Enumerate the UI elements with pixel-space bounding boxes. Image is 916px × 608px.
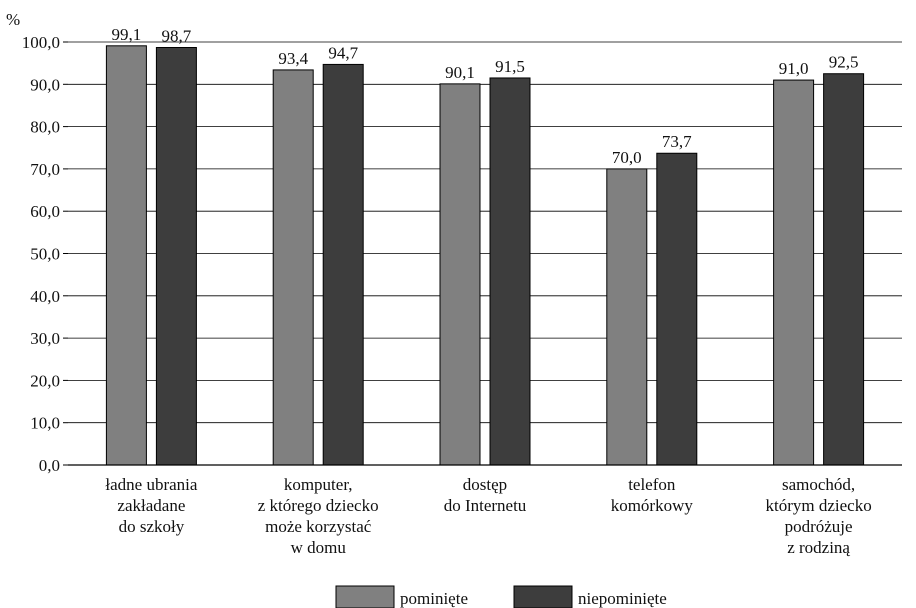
category-label-line: którym dziecko [765, 496, 871, 515]
y-tick-label: 90,0 [30, 75, 60, 94]
value-label: 92,5 [829, 53, 859, 72]
category-label-line: do szkoły [119, 517, 185, 536]
category-label-line: z rodziną [787, 538, 850, 557]
category-label-line: dostęp [463, 475, 507, 494]
y-tick-label: 40,0 [30, 287, 60, 306]
value-label: 98,7 [162, 26, 192, 45]
category-label-line: może korzystać [265, 517, 372, 536]
bar [322, 63, 364, 466]
category-label-line: do Internetu [444, 496, 527, 515]
bar [656, 152, 698, 466]
bar [439, 83, 481, 466]
value-label: 91,5 [495, 57, 525, 76]
value-label: 91,0 [779, 59, 809, 78]
gridlines [68, 41, 902, 424]
category-label-line: z którego dziecko [258, 496, 379, 515]
category-label-line: podróżuje [785, 517, 853, 536]
category-label: telefon komórkowy [611, 475, 694, 515]
y-tick-label: 30,0 [30, 329, 60, 348]
bar [105, 45, 147, 466]
value-labels: 99,1 98,7 93,4 94,7 90,1 91,5 70,0 73,7 91,0 92,5 [112, 25, 859, 167]
category-label-line: w domu [291, 538, 347, 557]
bars [105, 45, 865, 466]
value-label: 99,1 [112, 25, 142, 44]
y-axis-unit-label: % [6, 10, 20, 29]
y-tick-label: 80,0 [30, 118, 60, 137]
category-label-line: ładne ubrania [105, 475, 197, 494]
legend-label-pominiete: pominięte [400, 589, 468, 608]
y-tick-label: 10,0 [30, 414, 60, 433]
legend-swatch-niepominiete [513, 585, 573, 608]
legend-label-niepominiete: niepominięte [578, 589, 667, 608]
value-label: 90,1 [445, 63, 475, 82]
bar [272, 69, 314, 466]
category-label: ładne ubrania zakładane do szkoły [105, 475, 197, 536]
bar [823, 73, 865, 466]
category-label-line: komputer, [284, 475, 353, 494]
bar [155, 46, 197, 466]
value-label: 70,0 [612, 148, 642, 167]
category-label: dostęp do Internetu [444, 475, 527, 515]
y-tick-label: 50,0 [30, 245, 60, 264]
y-tick-label: 20,0 [30, 371, 60, 390]
bar [489, 77, 531, 466]
legend-swatch-pominiete [335, 585, 395, 608]
bar [606, 168, 648, 466]
y-tick-label: 100,0 [22, 33, 60, 52]
category-label-line: komórkowy [611, 496, 694, 515]
y-axis-ticks: 0,0 10,0 20,0 30,0 40,0 50,0 60,0 70,0 80,0 90,0 1… [22, 33, 68, 475]
y-tick-label: 0,0 [39, 456, 60, 475]
value-label: 94,7 [328, 43, 358, 62]
y-tick-label: 60,0 [30, 202, 60, 221]
value-label: 73,7 [662, 132, 692, 151]
category-label-line: telefon [628, 475, 676, 494]
y-tick-label: 70,0 [30, 160, 60, 179]
category-label-line: samochód, [782, 475, 855, 494]
category-labels: ładne ubrania zakładane do szkoły komputer,… [105, 475, 871, 557]
value-label: 93,4 [278, 49, 308, 68]
category-label: komputer, z którego dziecko może korzystać… [258, 475, 379, 557]
category-label-line: zakładane [117, 496, 185, 515]
legend: pominięte niepominięte [335, 585, 667, 608]
bar [773, 79, 815, 466]
category-label: samochód, którym dziecko podróżuje z rodzin… [765, 475, 871, 557]
